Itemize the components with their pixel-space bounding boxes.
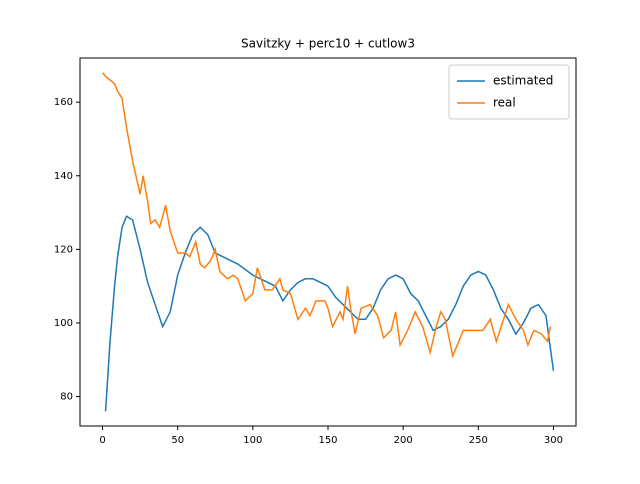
legend-label: real bbox=[493, 96, 516, 110]
series-line bbox=[104, 215, 555, 412]
x-tick-label: 150 bbox=[318, 435, 337, 446]
y-tick-label: 120 bbox=[54, 244, 73, 255]
plot-area bbox=[101, 72, 555, 412]
y-tick-label: 80 bbox=[60, 392, 73, 403]
x-tick-label: 300 bbox=[544, 435, 563, 446]
x-tick-label: 0 bbox=[99, 435, 105, 446]
x-tick-label: 50 bbox=[171, 435, 184, 446]
y-tick-label: 100 bbox=[54, 318, 73, 329]
x-tick-label: 100 bbox=[243, 435, 262, 446]
chart-title: Savitzky + perc10 + cutlow3 bbox=[241, 37, 415, 51]
x-tick-label: 250 bbox=[469, 435, 488, 446]
series-line bbox=[101, 72, 552, 359]
legend-label: estimated bbox=[493, 74, 553, 88]
x-tick-label: 200 bbox=[394, 435, 413, 446]
y-tick-label: 160 bbox=[54, 97, 73, 108]
legend-box bbox=[448, 64, 570, 120]
y-tick-label: 140 bbox=[54, 171, 73, 182]
